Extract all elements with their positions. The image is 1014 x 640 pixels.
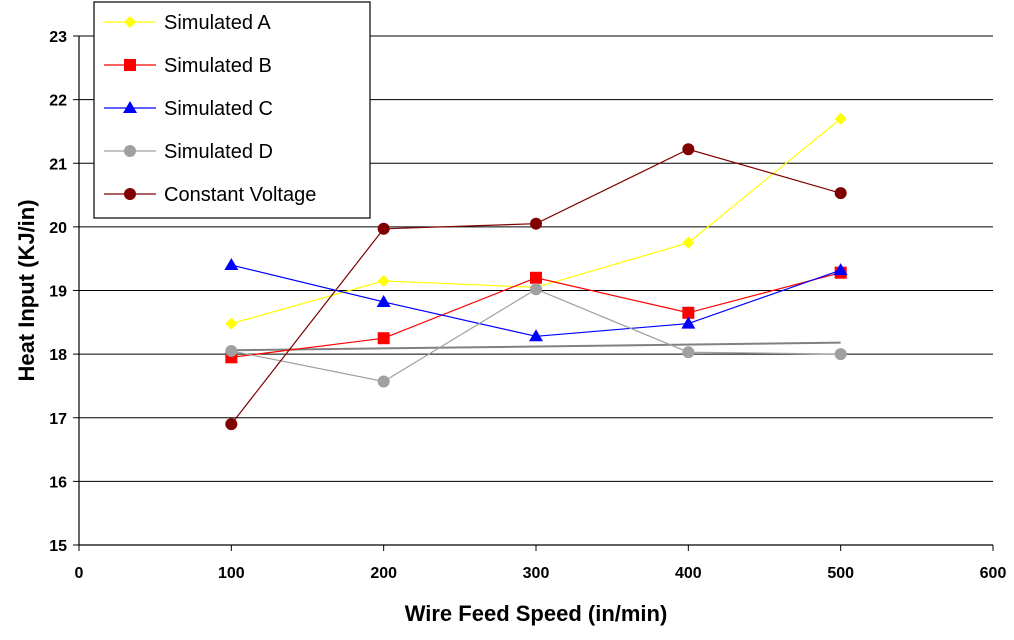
legend-label: Simulated A [164,12,271,34]
data-point [225,317,238,330]
y-tick-label: 16 [49,474,67,491]
x-tick-label: 600 [980,565,1007,582]
data-point [681,316,696,329]
data-point [682,346,695,359]
axes: 15 16 17 18 19 20 21 22 23 0 100 200 300 400 500 600 [49,29,1006,582]
legend-item: Simulated A [104,12,271,34]
data-point [225,344,238,357]
series-simulated-d [225,283,847,388]
legend: Simulated A Simulated B Simulated C Simulat… [93,1,371,219]
data-point [834,112,847,125]
legend-marker [123,101,137,113]
legend-marker [124,16,136,28]
data-point [530,271,542,284]
y-tick-label: 22 [49,93,67,110]
x-tick-label: 500 [827,565,854,582]
x-tick-label: 300 [523,565,550,582]
data-point [377,375,390,388]
x-tick-label: 100 [218,565,245,582]
legend-label: Simulated B [164,55,272,77]
data-point [834,348,847,361]
data-point [377,274,390,287]
y-tick-label: 18 [49,347,67,364]
legend-marker [124,59,136,71]
legend-marker [124,145,136,157]
data-point [682,143,695,156]
legend-marker [124,188,136,200]
legend-item: Simulated B [104,55,272,77]
legend-label: Simulated D [164,141,273,163]
y-tick-label: 17 [49,411,67,428]
y-tick-label: 20 [49,220,67,237]
y-tick-label: 23 [49,29,67,46]
data-point [834,187,847,200]
data-point [376,294,391,307]
series-constant-voltage [225,143,847,431]
data-point [377,332,390,345]
data-point [224,258,239,271]
x-tick-label: 0 [75,565,84,582]
data-point [530,283,542,296]
x-tick-label: 400 [675,565,702,582]
y-tick-label: 19 [49,284,67,301]
data-point [529,329,543,342]
x-tick-label: 200 [370,565,397,582]
data-point [682,306,695,319]
x-axis-title: Wire Feed Speed (in/min) [405,601,668,626]
y-axis-title: Heat Input (KJ/in) [14,199,39,381]
legend-item: Simulated D [104,141,273,163]
legend-label: Constant Voltage [164,184,316,206]
series-lines [224,112,848,431]
data-point [530,217,542,230]
legend-item: Constant Voltage [104,184,316,206]
y-tick-label: 15 [49,538,67,555]
legend-box [93,1,371,219]
series-simulated-c [224,258,848,342]
data-point [377,222,390,235]
data-point [682,236,695,249]
y-tick-label: 21 [49,156,67,173]
data-point [225,418,238,431]
data-point [833,263,848,276]
legend-item: Simulated C [104,98,273,120]
trendline [231,341,841,352]
legend-label: Simulated C [164,98,273,120]
